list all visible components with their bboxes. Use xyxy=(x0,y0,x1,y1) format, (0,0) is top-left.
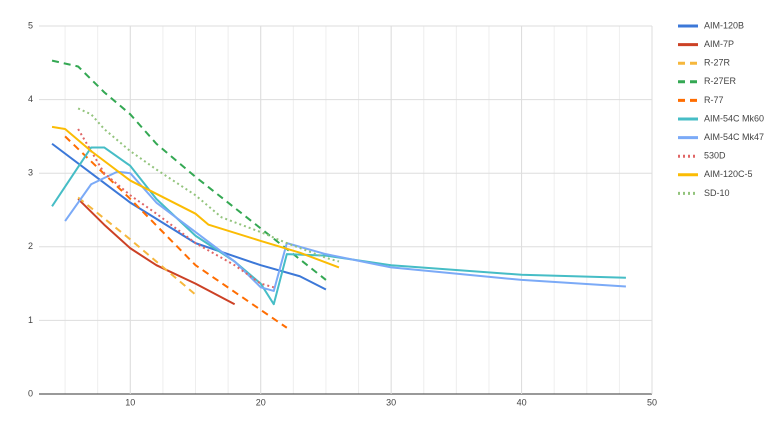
series-line xyxy=(77,196,197,296)
legend-label: AIM-7P xyxy=(704,39,734,49)
series-line xyxy=(51,125,340,269)
y-tick-label: 5 xyxy=(28,20,33,30)
series-line xyxy=(51,59,327,281)
legend-label: AIM-120B xyxy=(704,20,744,30)
x-tick-label: 20 xyxy=(256,397,266,407)
series-line xyxy=(51,142,327,291)
legend-label: R-27R xyxy=(704,58,731,68)
y-tick-label: 2 xyxy=(28,241,33,251)
legend-label: SD-10 xyxy=(704,188,730,198)
x-tick-label: 30 xyxy=(386,397,396,407)
y-tick-label: 1 xyxy=(28,315,33,325)
legend-label: R-77 xyxy=(704,95,724,105)
legend-label: AIM-54C Mk47 xyxy=(704,132,764,142)
series-line xyxy=(77,198,236,306)
legend-label: AIM-120C-5 xyxy=(704,169,753,179)
legend-label: AIM-54C Mk60 xyxy=(704,113,764,123)
series-line xyxy=(77,128,275,289)
y-tick-label: 4 xyxy=(28,94,33,104)
legend-label: R-27ER xyxy=(704,76,737,86)
y-tick-label: 0 xyxy=(28,388,33,398)
x-tick-label: 10 xyxy=(125,397,135,407)
series-line xyxy=(77,107,340,263)
y-tick-label: 3 xyxy=(28,168,33,178)
x-tick-label: 40 xyxy=(517,397,527,407)
legend-label: 530D xyxy=(704,151,726,161)
x-tick-label: 50 xyxy=(647,397,657,407)
series-line xyxy=(64,135,288,329)
series-line xyxy=(51,146,626,306)
